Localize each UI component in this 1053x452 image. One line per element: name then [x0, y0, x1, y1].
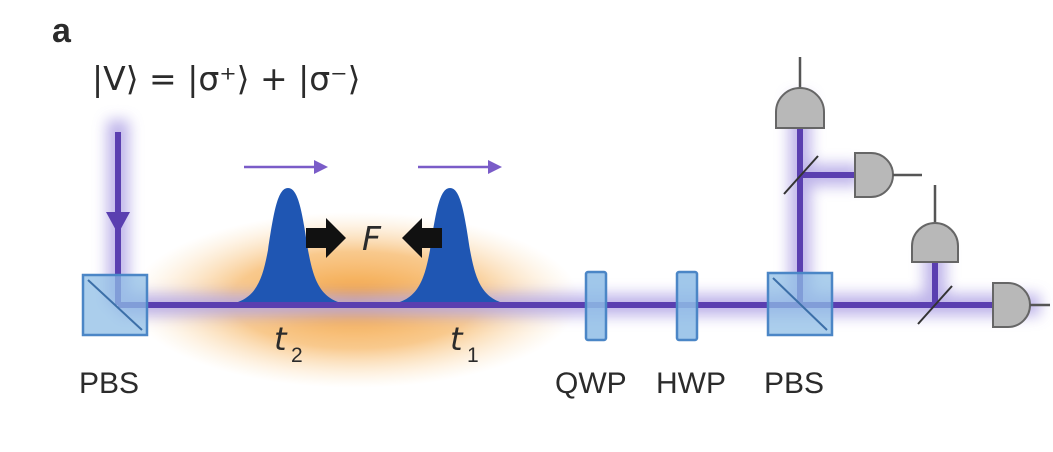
beam-splitter-right — [917, 285, 953, 325]
pbs-left-label: PBS — [79, 367, 139, 400]
hwp-label: HWP — [656, 367, 726, 400]
pulse-t2 — [218, 188, 358, 305]
propagation-arrow-t1 — [418, 160, 502, 174]
force-arrow-left-icon — [402, 218, 442, 258]
time-label-t1: t — [450, 320, 464, 358]
time-label-t2-subscript: 2 — [291, 344, 303, 367]
detector-icon — [992, 282, 1031, 328]
pulses — [218, 188, 520, 305]
pulse-t1 — [380, 188, 520, 305]
propagation-arrow-t2 — [244, 160, 328, 174]
detector-icon — [775, 87, 825, 129]
time-label-t2: t — [274, 320, 288, 358]
beam-splitter-icon — [772, 277, 828, 331]
state-equation: |V⟩ = |σ⁺⟩ + |σ⁻⟩ — [92, 59, 360, 98]
detector-middle — [911, 185, 959, 263]
arrow-right-icon — [488, 160, 502, 174]
beam-splitter-icon — [87, 279, 143, 331]
beam-splitter-upper — [783, 155, 819, 195]
hwp-plate — [675, 270, 699, 342]
force-arrow-right-icon — [306, 218, 346, 258]
force-label: F — [362, 219, 382, 258]
detector-icon — [911, 222, 959, 263]
arrow-right-icon — [314, 160, 328, 174]
detector-end — [992, 282, 1050, 328]
pbs-right — [766, 271, 834, 337]
detector-icon — [854, 152, 894, 198]
detector-top — [775, 57, 825, 129]
qwp-label: QWP — [555, 367, 627, 400]
panel-label: a — [52, 12, 72, 50]
pbs-right-label: PBS — [764, 367, 824, 400]
qwp-plate — [584, 270, 608, 342]
input-arrow-icon — [106, 212, 130, 234]
pbs-left — [81, 273, 149, 337]
detector-side — [854, 152, 922, 198]
time-label-t1-subscript: 1 — [467, 344, 479, 367]
